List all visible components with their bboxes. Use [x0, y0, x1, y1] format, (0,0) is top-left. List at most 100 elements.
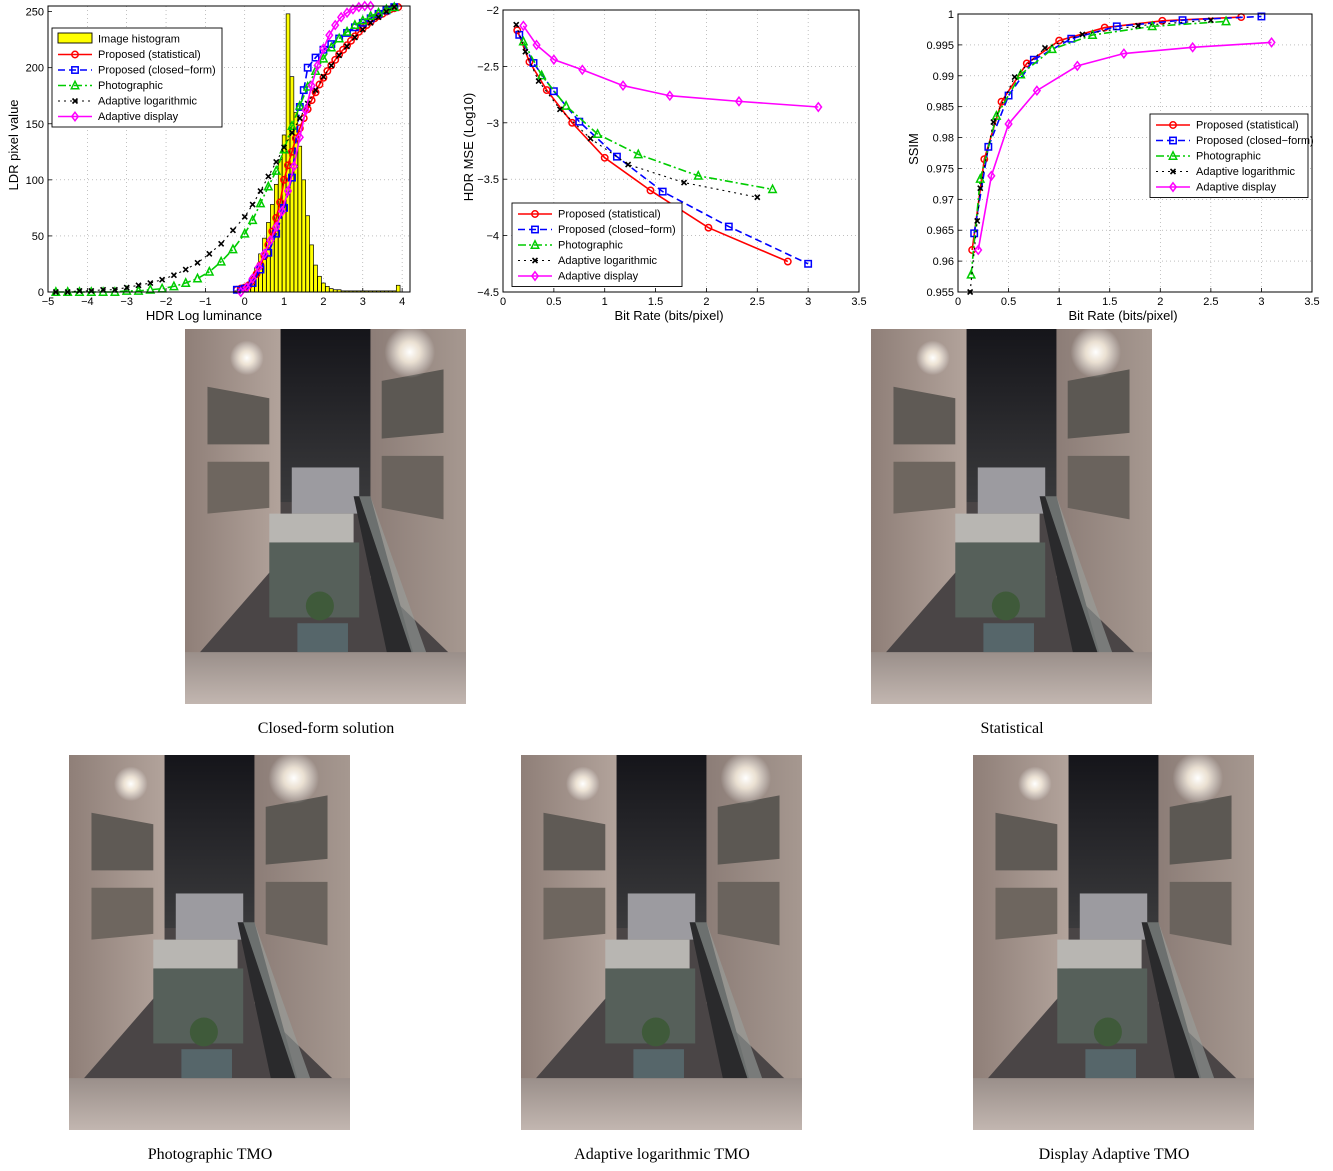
legend-label: Proposed (closed−form)	[558, 224, 676, 236]
data-point	[294, 99, 305, 110]
data-point	[724, 222, 733, 231]
data-point	[987, 170, 996, 182]
data-point	[204, 265, 215, 276]
data-point	[974, 217, 981, 225]
caption-photographic: Photographic TMO	[147, 1146, 273, 1163]
y-axis-label: SSIM	[906, 133, 921, 165]
data-point	[349, 19, 360, 30]
legend-marker	[71, 50, 79, 59]
data-point	[331, 55, 340, 64]
data-point	[168, 280, 179, 291]
data-point	[343, 41, 351, 50]
data-point	[323, 67, 332, 76]
data-point	[1207, 17, 1214, 24]
data-point	[303, 63, 312, 72]
tonemapped-image-display-adaptive	[973, 755, 1254, 1130]
data-point	[180, 277, 191, 287]
y-tick-label: 100	[26, 175, 44, 187]
data-point	[556, 106, 564, 113]
data-point	[111, 286, 118, 293]
data-point	[1079, 31, 1086, 38]
caption-display-adaptive: Display Adaptive TMO	[1038, 1146, 1190, 1163]
series-2	[518, 35, 778, 194]
data-point	[76, 287, 83, 294]
data-point	[335, 50, 344, 59]
x-tick-label: 3.5	[1304, 296, 1319, 308]
y-axis-label: HDR MSE (Log10)	[461, 93, 476, 201]
data-point	[272, 221, 281, 233]
data-point	[1087, 29, 1098, 39]
data-point	[578, 64, 587, 76]
y-tick-label: 0.99	[933, 71, 954, 83]
histogram-bar	[305, 215, 310, 293]
x-axis-label: Bit Rate (bits/pixel)	[614, 308, 723, 323]
data-point	[600, 153, 609, 162]
data-point	[389, 1, 400, 12]
data-point	[280, 175, 289, 184]
y-tick-label: −3	[486, 118, 499, 130]
data-point	[391, 4, 398, 11]
histogram-bar	[317, 275, 322, 293]
data-point	[804, 259, 813, 268]
data-point	[287, 120, 297, 130]
data-point	[194, 259, 201, 266]
tonemapped-image-closed-form	[185, 329, 466, 704]
legend-label: Photographic	[98, 80, 163, 92]
staircase-photo	[521, 755, 802, 1130]
x-tick-label: 0	[242, 296, 248, 308]
x-tick-label: 2.5	[750, 296, 765, 308]
data-point	[145, 283, 156, 294]
data-point	[587, 135, 594, 142]
x-tick-label: 2	[320, 296, 326, 308]
tonemapped-image-statistical	[871, 329, 1152, 704]
data-point	[365, 10, 376, 21]
data-point	[783, 257, 792, 266]
x-tick-label: 1.5	[1102, 296, 1117, 308]
caption-adaptive-log: Adaptive logarithmic TMO	[574, 1146, 750, 1163]
x-tick-label: 2.5	[1203, 296, 1218, 308]
series-line	[522, 41, 773, 191]
data-point	[1178, 16, 1187, 25]
x-tick-label: −4	[81, 296, 94, 308]
y-tick-label: 0.98	[933, 133, 954, 145]
legend-marker	[70, 79, 80, 90]
data-point	[515, 30, 524, 39]
series-3	[513, 21, 761, 201]
data-point	[229, 227, 237, 234]
data-point	[228, 243, 238, 254]
data-point	[658, 187, 667, 196]
x-tick-label: 3	[1258, 296, 1264, 308]
data-point	[257, 187, 264, 195]
data-point	[991, 110, 1002, 120]
legend-marker	[1169, 136, 1177, 145]
axes-frame	[502, 9, 860, 293]
series-line	[518, 34, 809, 265]
legend-label: Adaptive logarithmic	[558, 255, 658, 267]
data-point	[360, 0, 369, 12]
x-tick-label: 1	[1056, 296, 1062, 308]
y-tick-label: 0.965	[926, 225, 954, 237]
data-point	[170, 272, 177, 279]
data-point	[249, 201, 256, 208]
data-point	[343, 43, 351, 50]
chart-ldr-vs-hdr-log-luminance: −5 −4 −3 −2 −1 0 1 2 3 4 0 50 100 150 200 250 HDR Log lu…	[6, 0, 411, 323]
data-point	[525, 57, 534, 66]
data-point	[254, 261, 263, 273]
data-point	[1015, 68, 1026, 79]
data-point	[974, 244, 983, 256]
data-point	[984, 142, 993, 151]
x-tick-label: 1	[281, 296, 287, 308]
data-point	[1267, 36, 1276, 48]
data-point	[288, 129, 296, 136]
series-line	[236, 6, 395, 291]
legend-marker	[71, 97, 79, 105]
legend-marker	[531, 210, 539, 218]
data-point	[239, 227, 250, 238]
legend-marker	[530, 239, 540, 249]
legend-label: Adaptive logarithmic	[1196, 166, 1296, 178]
data-point	[247, 214, 258, 225]
data-point	[646, 186, 655, 195]
caption-closed-form: Closed-form solution	[257, 720, 395, 737]
data-point	[265, 173, 272, 180]
series-3	[967, 17, 1214, 296]
